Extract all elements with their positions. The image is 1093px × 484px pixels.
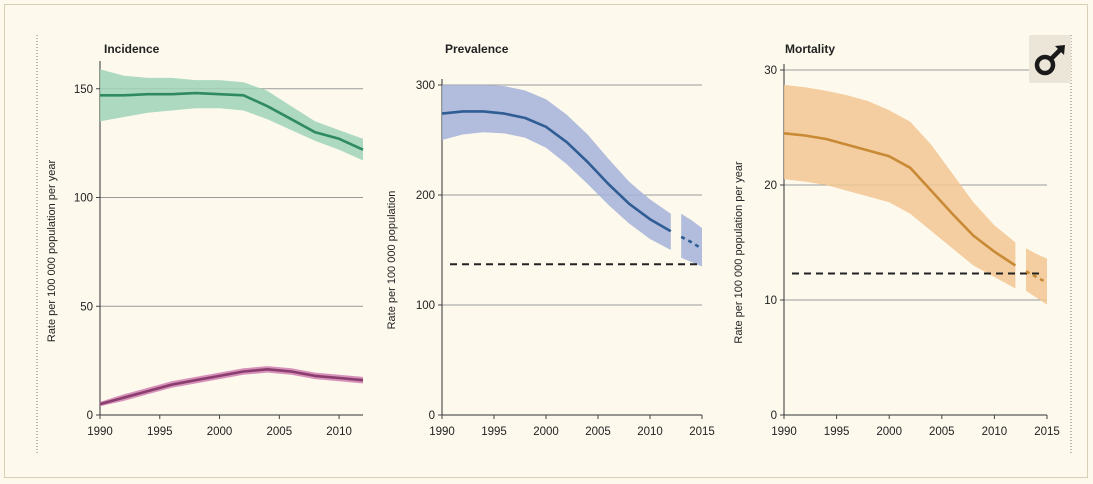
y-tick-label: 100	[74, 193, 93, 205]
uncertainty-band	[784, 84, 1016, 289]
y-tick-label: 10	[764, 295, 777, 307]
y-tick-label: 0	[771, 410, 777, 422]
y-tick-label: 300	[416, 80, 435, 92]
x-tick-label: 2005	[929, 426, 955, 438]
uncertainty-band	[100, 366, 363, 407]
series-line	[99, 368, 364, 406]
y-tick-label: 100	[416, 300, 435, 312]
mortality-panel: Mortality Rate per 100 000 population per…	[733, 42, 1060, 438]
projection-uncertainty-band	[681, 213, 702, 267]
panel-title: Incidence	[104, 42, 160, 56]
y-tick-label: 200	[416, 190, 435, 202]
male-symbol-icon	[1029, 35, 1071, 83]
series-line	[441, 110, 672, 233]
x-tick-label: 2010	[326, 426, 352, 438]
x-tick-label: 2000	[207, 426, 233, 438]
x-tick-label: 1995	[147, 426, 173, 438]
x-tick-label: 2000	[876, 426, 902, 438]
y-tick-label: 20	[764, 180, 777, 192]
incidence-panel: Incidence Rate per 100 000 population per…	[46, 42, 364, 438]
uncertainty-band	[100, 69, 363, 161]
y-axis-label: Rate per 100 000 population per year	[46, 160, 58, 343]
x-tick-label: 1995	[824, 426, 850, 438]
tb-trends-figure: Incidence Rate per 100 000 population per…	[36, 35, 1072, 455]
x-tick-label: 1990	[429, 426, 455, 438]
y-axis-label: Rate per 100 000 population per year	[733, 161, 745, 344]
y-tick-label: 0	[87, 410, 93, 422]
y-tick-label: 150	[74, 84, 93, 96]
y-tick-label: 30	[764, 65, 777, 77]
y-axis-label: Rate per 100 000 population	[386, 191, 398, 330]
projection-series-line	[680, 235, 703, 250]
prevalence-panel: Prevalence Rate per 100 000 population 0 10…	[386, 42, 715, 438]
x-tick-label: 2010	[637, 426, 663, 438]
panel-title: Mortality	[785, 42, 835, 56]
x-tick-label: 2010	[982, 426, 1008, 438]
y-tick-label: 50	[80, 301, 93, 313]
series-line	[100, 91, 364, 151]
x-tick-label: 2005	[585, 426, 611, 438]
uncertainty-band	[442, 85, 671, 250]
x-tick-label: 1990	[771, 426, 797, 438]
x-tick-label: 2000	[533, 426, 559, 438]
x-tick-label: 1990	[87, 426, 113, 438]
x-tick-label: 2015	[1034, 426, 1060, 438]
y-tick-label: 0	[429, 410, 435, 422]
x-tick-label: 2005	[267, 426, 293, 438]
x-tick-label: 1995	[481, 426, 507, 438]
panel-title: Prevalence	[445, 42, 509, 56]
figure-frame: Incidence Rate per 100 000 population per…	[4, 4, 1088, 478]
x-tick-label: 2015	[689, 426, 715, 438]
projection-series-line	[1025, 270, 1048, 284]
series-line	[783, 132, 1017, 267]
